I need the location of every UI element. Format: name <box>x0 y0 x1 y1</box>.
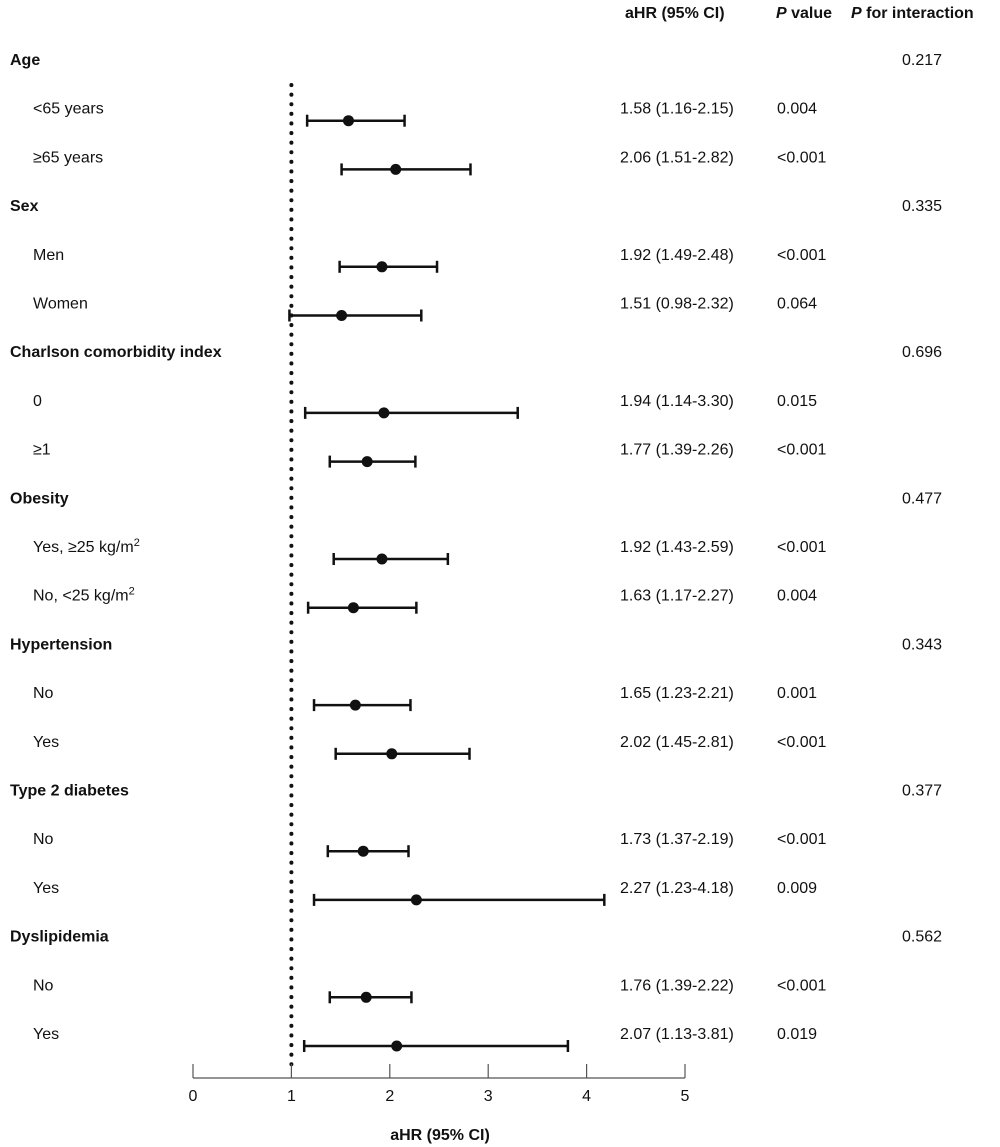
subgroup-label: Yes <box>33 880 59 897</box>
p-value: <0.001 <box>777 734 826 751</box>
subgroup-label: No <box>33 831 54 848</box>
x-tick-label: 4 <box>582 1088 591 1105</box>
subgroup-label-superscript: 2 <box>134 537 140 549</box>
point-estimate <box>391 1040 403 1052</box>
estimate-text: 1.94 (1.14-3.30) <box>620 393 734 410</box>
subgroup-label: ≥65 years <box>33 149 103 166</box>
point-estimate <box>386 748 398 760</box>
p-value: <0.001 <box>777 247 826 264</box>
group-label: Dyslipidemia <box>10 929 109 946</box>
group-label: Type 2 diabetes <box>10 783 129 800</box>
point-estimate <box>376 553 388 565</box>
p-interaction: 0.217 <box>902 52 942 69</box>
x-axis: 0 1 2 3 4 5 <box>189 1064 690 1105</box>
point-estimate <box>390 163 402 175</box>
p-value: 0.015 <box>777 393 817 410</box>
p-interaction: 0.562 <box>902 929 942 946</box>
p-value: <0.001 <box>777 149 826 166</box>
x-tick-label: 1 <box>287 1088 296 1105</box>
point-estimate <box>360 991 372 1003</box>
subgroup-label: Yes, ≥25 kg/m2 <box>33 537 140 556</box>
estimate-text: 1.73 (1.37-2.19) <box>620 831 734 848</box>
point-estimate <box>357 845 369 857</box>
x-tick-label: 3 <box>484 1088 493 1105</box>
x-tick-label: 0 <box>189 1088 198 1105</box>
header-estimate: aHR (95% CI) <box>625 5 725 22</box>
point-estimate <box>361 456 373 468</box>
x-axis-label: aHR (95% CI) <box>390 1127 490 1144</box>
group-label: Sex <box>10 198 39 215</box>
header-p-value: P value <box>776 5 832 22</box>
estimate-text: 1.63 (1.17-2.27) <box>620 588 734 605</box>
header-p-interaction-rest: for interaction <box>862 5 974 22</box>
point-estimate <box>376 261 388 273</box>
p-interaction: 0.377 <box>902 783 942 800</box>
group-label: Charlson comorbidity index <box>10 344 222 361</box>
p-value: 0.001 <box>777 685 817 702</box>
estimate-text: 1.92 (1.43-2.59) <box>620 539 734 556</box>
subgroup-label: 0 <box>33 393 42 410</box>
header-p-interaction: P for interaction <box>851 5 974 22</box>
estimate-text: 1.76 (1.39-2.22) <box>620 977 734 994</box>
p-value: 0.064 <box>777 296 817 313</box>
subgroup-label-superscript: 2 <box>129 586 135 598</box>
subgroup-label: Yes <box>33 734 59 751</box>
estimate-text: 1.77 (1.39-2.26) <box>620 442 734 459</box>
estimate-text: 2.07 (1.13-3.81) <box>620 1026 734 1043</box>
subgroup-label: No <box>33 685 54 702</box>
p-value: <0.001 <box>777 442 826 459</box>
subgroup-label: Men <box>33 247 64 264</box>
p-value: 0.019 <box>777 1026 817 1043</box>
p-value: <0.001 <box>777 831 826 848</box>
estimate-text: 1.58 (1.16-2.15) <box>620 101 734 118</box>
point-estimate <box>347 602 359 614</box>
group-label: Obesity <box>10 490 69 507</box>
subgroup-label: Women <box>33 296 88 313</box>
header-p-value-italic: P <box>776 5 787 22</box>
point-estimate <box>378 407 390 419</box>
subgroup-label: ≥1 <box>33 442 51 459</box>
point-estimate <box>349 699 361 711</box>
p-value: <0.001 <box>777 539 826 556</box>
forest-rows: Age 0.217 <65 years 1.58 (1.16-2.15) 0.004 ≥6… <box>10 52 942 1052</box>
header-p-value-rest: value <box>787 5 832 22</box>
group-label: Age <box>10 52 40 69</box>
estimate-text: 1.51 (0.98-2.32) <box>620 296 734 313</box>
group-label: Hypertension <box>10 636 112 653</box>
p-interaction: 0.335 <box>902 198 942 215</box>
p-interaction: 0.477 <box>902 490 942 507</box>
estimate-text: 1.65 (1.23-2.21) <box>620 685 734 702</box>
p-interaction: 0.696 <box>902 344 942 361</box>
estimate-text: 1.92 (1.49-2.48) <box>620 247 734 264</box>
point-estimate <box>336 310 348 321</box>
column-headers: aHR (95% CI) P value P for interaction <box>625 5 974 22</box>
estimate-text: 2.06 (1.51-2.82) <box>620 149 734 166</box>
subgroup-label: No <box>33 977 54 994</box>
point-estimate <box>410 894 422 906</box>
subgroup-label: No, <25 kg/m2 <box>33 586 135 605</box>
subgroup-label: <65 years <box>33 101 104 118</box>
header-p-interaction-italic: P <box>851 5 862 22</box>
p-value: <0.001 <box>777 977 826 994</box>
subgroup-label: Yes <box>33 1026 59 1043</box>
estimate-text: 2.27 (1.23-4.18) <box>620 880 734 897</box>
p-interaction: 0.343 <box>902 636 942 653</box>
x-tick-label: 5 <box>681 1088 690 1105</box>
estimate-text: 2.02 (1.45-2.81) <box>620 734 734 751</box>
x-tick-label: 2 <box>385 1088 394 1105</box>
p-value: 0.004 <box>777 101 817 118</box>
p-value: 0.009 <box>777 880 817 897</box>
p-value: 0.004 <box>777 588 817 605</box>
point-estimate <box>342 115 354 127</box>
